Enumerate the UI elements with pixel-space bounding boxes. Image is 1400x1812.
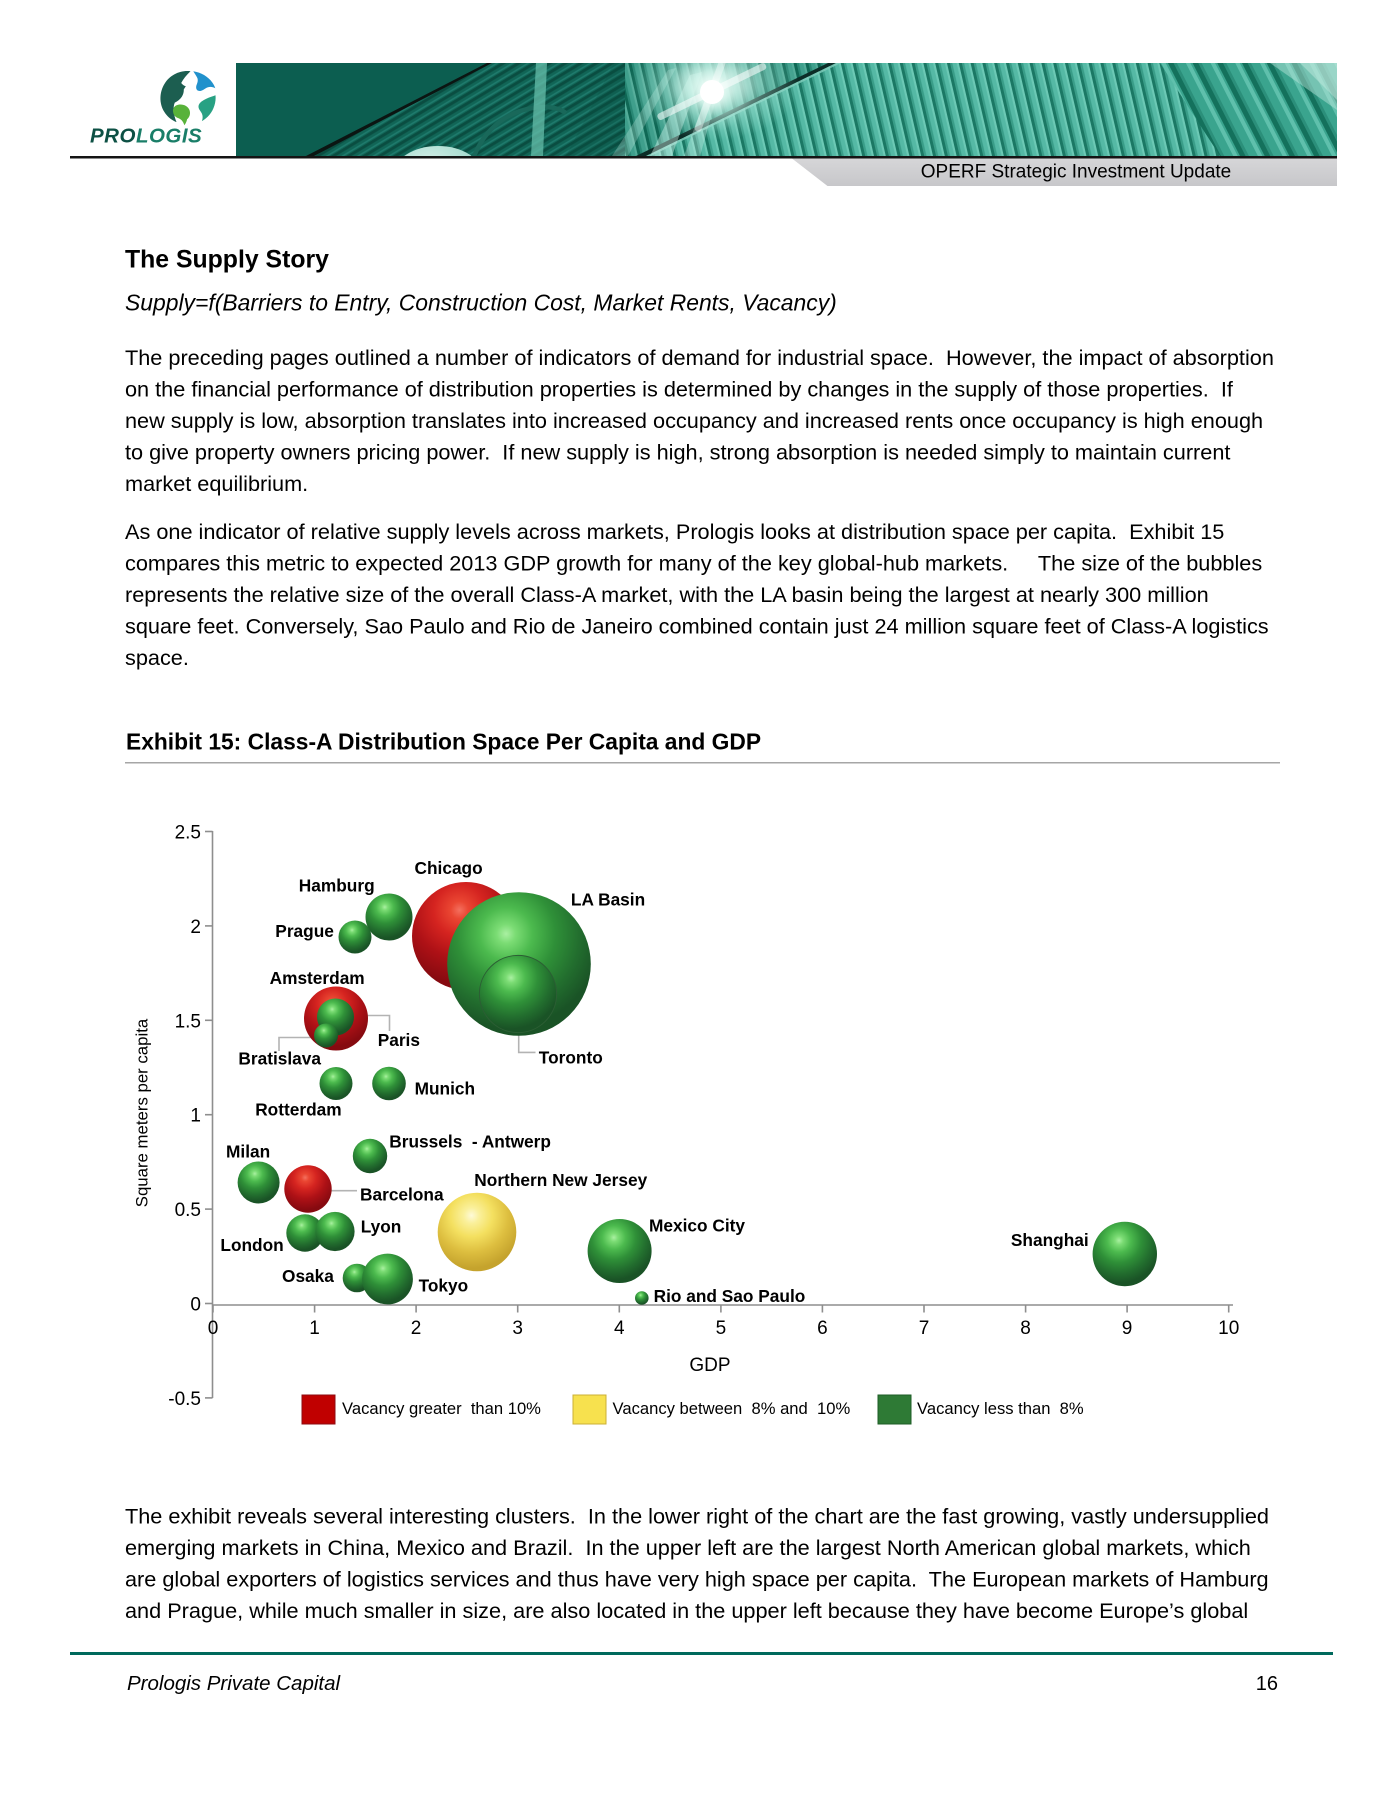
svg-text:6: 6 [817, 1318, 828, 1339]
svg-text:market equilibrium.: market equilibrium. [125, 471, 308, 496]
svg-text:Prologis Private Capital: Prologis Private Capital [127, 1672, 342, 1695]
svg-text:Supply=f(Barriers to Entry, Co: Supply=f(Barriers to Entry, Construction… [125, 289, 837, 315]
svg-text:London: London [220, 1235, 283, 1255]
svg-text:2: 2 [190, 917, 201, 938]
svg-text:Square meters per capita: Square meters per capita [133, 1018, 152, 1207]
svg-text:3: 3 [512, 1318, 523, 1339]
svg-text:Prague: Prague [275, 921, 334, 941]
svg-text:Toronto: Toronto [539, 1047, 603, 1067]
svg-text:GDP: GDP [689, 1355, 730, 1376]
svg-text:8: 8 [1020, 1318, 1031, 1339]
svg-text:Shanghai: Shanghai [1011, 1230, 1089, 1250]
svg-text:new supply is low, absorption: new supply is low, absorption translates… [125, 408, 1263, 433]
svg-text:square feet. Conversely, Sao P: square feet. Conversely, Sao Paulo and R… [125, 614, 1269, 639]
svg-text:2.5: 2.5 [175, 823, 201, 844]
svg-text:on the financial performance o: on the financial performance of distribu… [125, 377, 1234, 402]
svg-text:Bratislava: Bratislava [238, 1048, 321, 1068]
svg-text:Chicago: Chicago [415, 858, 483, 878]
svg-text:PROLOGIS: PROLOGIS [90, 125, 202, 148]
svg-text:compares this metric to expect: compares this metric to expected 2013 GD… [125, 551, 1262, 576]
svg-text:Amsterdam: Amsterdam [270, 968, 365, 988]
svg-text:LA Basin: LA Basin [571, 890, 645, 910]
svg-text:Paris: Paris [378, 1030, 420, 1050]
svg-text:Northern New Jersey: Northern New Jersey [474, 1170, 647, 1190]
svg-text:9: 9 [1122, 1318, 1133, 1339]
svg-text:1.5: 1.5 [175, 1011, 201, 1032]
svg-text:Milan: Milan [226, 1142, 270, 1162]
svg-text:16: 16 [1256, 1673, 1278, 1695]
svg-text:1: 1 [309, 1318, 320, 1339]
svg-text:Vacancy greater than 10%: Vacancy greater than 10% [342, 1399, 541, 1418]
svg-text:0: 0 [190, 1295, 201, 1316]
svg-text:Lyon: Lyon [361, 1217, 402, 1237]
svg-text:Tokyo: Tokyo [419, 1276, 469, 1296]
svg-text:OPERF Strategic Investment Upd: OPERF Strategic Investment Update [921, 162, 1231, 183]
svg-text:The Supply Story: The Supply Story [125, 247, 329, 274]
svg-text:emerging markets in China, Mex: emerging markets in China, Mexico and Br… [125, 1535, 1251, 1560]
svg-text:0.5: 0.5 [175, 1200, 201, 1221]
svg-text:Exhibit 15: Class-A Distributi: Exhibit 15: Class-A Distribution Space P… [126, 729, 761, 755]
svg-text:are global exporters of logist: are global exporters of logistics servic… [125, 1567, 1269, 1592]
svg-text:5: 5 [716, 1318, 727, 1339]
svg-text:0: 0 [208, 1318, 219, 1339]
svg-text:As one indicator of relative s: As one indicator of relative supply leve… [125, 519, 1224, 544]
svg-text:1: 1 [190, 1106, 201, 1127]
svg-text:to give property owners pricin: to give property owners pricing power. I… [125, 440, 1230, 465]
svg-text:The preceding pages outlined a: The preceding pages outlined a number of… [125, 345, 1274, 370]
svg-text:Hamburg: Hamburg [299, 875, 375, 895]
svg-text:Rotterdam: Rotterdam [255, 1099, 341, 1119]
svg-text:Brussels - Antwerp: Brussels - Antwerp [389, 1132, 551, 1152]
svg-text:Osaka: Osaka [282, 1266, 334, 1286]
svg-text:2: 2 [411, 1318, 422, 1339]
svg-text:7: 7 [919, 1318, 930, 1339]
svg-text:Vacancy less than 8%: Vacancy less than 8% [917, 1399, 1084, 1418]
svg-text:The exhibit reveals several in: The exhibit reveals several interesting … [125, 1504, 1269, 1529]
svg-text:Munich: Munich [415, 1079, 475, 1099]
svg-text:Vacancy between 8% and 10%: Vacancy between 8% and 10% [613, 1399, 851, 1418]
svg-text:4: 4 [614, 1318, 625, 1339]
svg-text:Rio and Sao Paulo: Rio and Sao Paulo [654, 1286, 806, 1306]
svg-text:Barcelona: Barcelona [360, 1185, 444, 1205]
svg-text:represents the relative size o: represents the relative size of the over… [125, 582, 1209, 607]
svg-text:10: 10 [1218, 1318, 1239, 1339]
svg-text:and Prague, while much smaller: and Prague, while much smaller in size, … [125, 1598, 1248, 1623]
svg-text:space.: space. [125, 645, 189, 670]
svg-text:-0.5: -0.5 [168, 1389, 201, 1410]
svg-text:Mexico City: Mexico City [649, 1216, 745, 1236]
